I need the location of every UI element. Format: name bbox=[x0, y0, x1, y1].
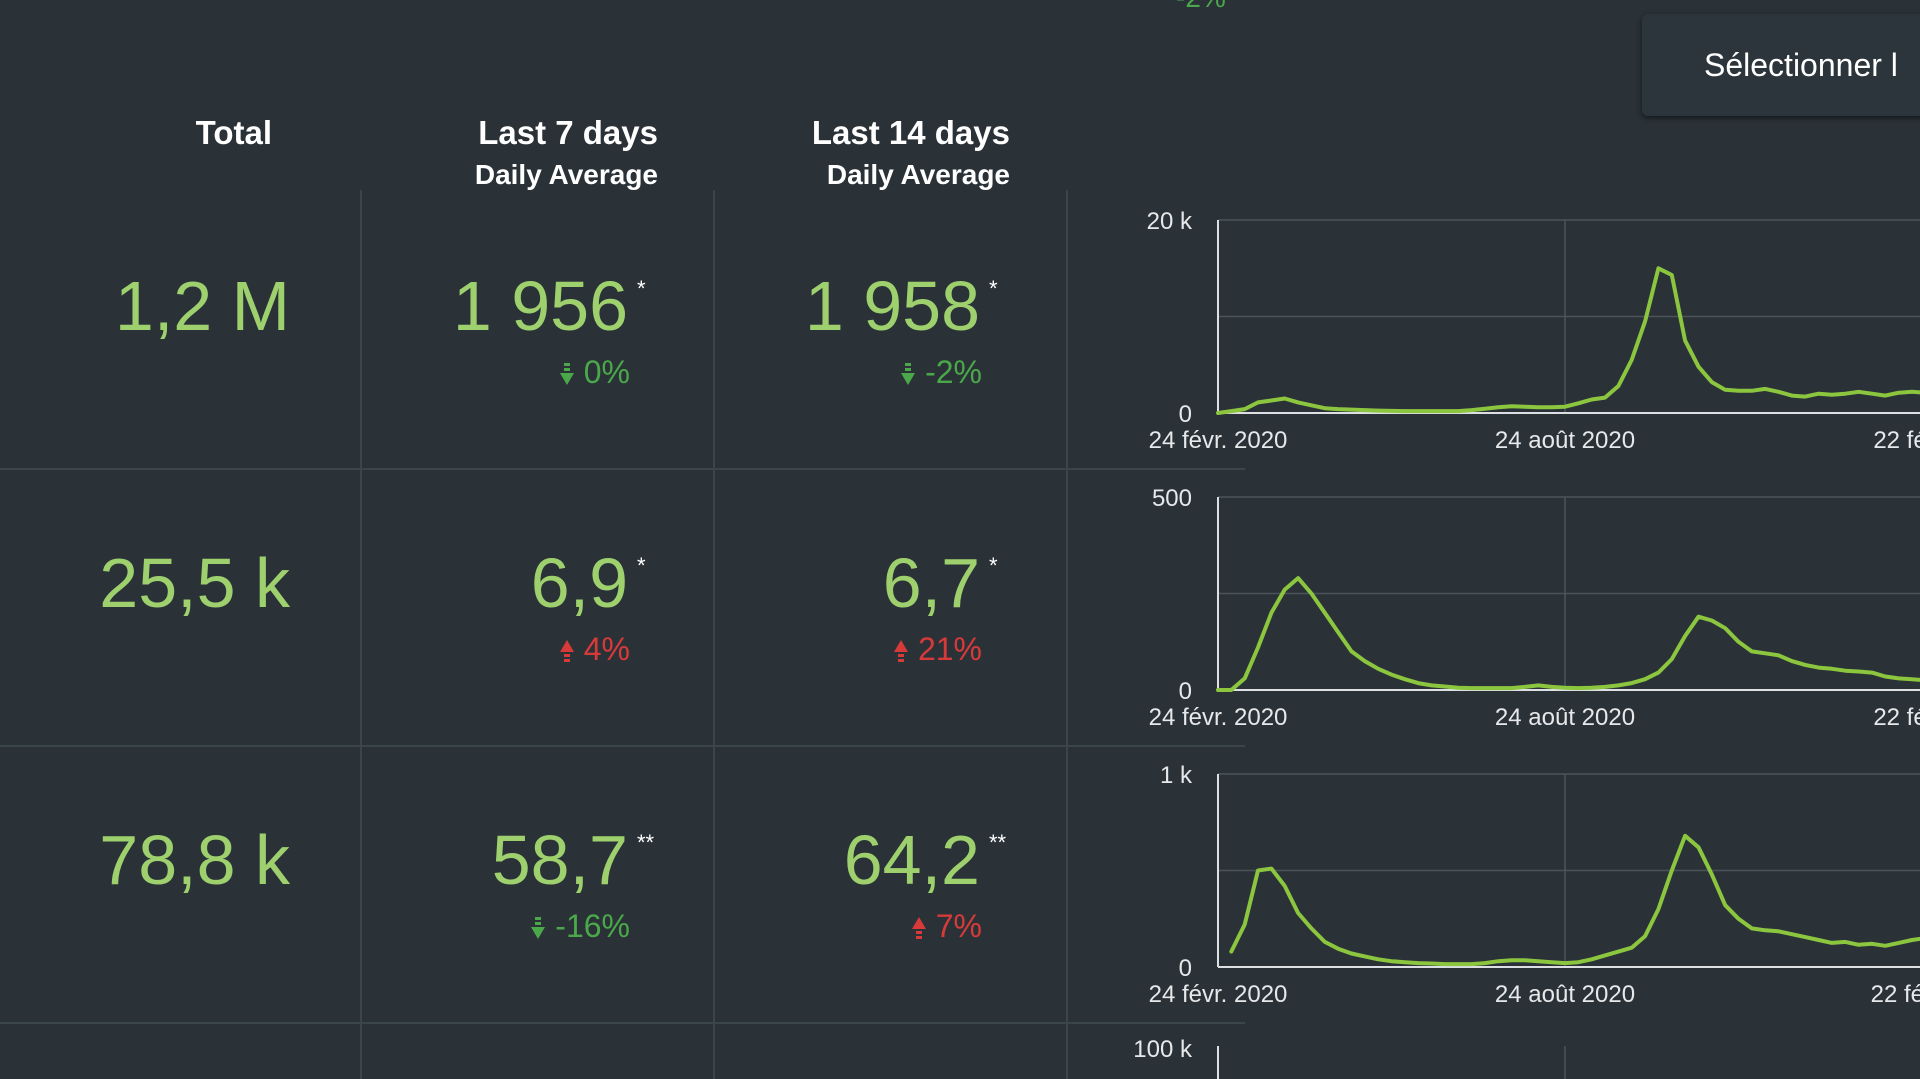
row2-avg7-value: 6,9 bbox=[530, 544, 628, 622]
row2-avg14-delta-text: 21% bbox=[917, 631, 982, 667]
sparkline-chart-3: 0 1 k 24 févr. 2020 24 août 2020 22 févr. bbox=[1149, 762, 1920, 1008]
column-divider bbox=[1066, 190, 1068, 1079]
row1-avg7-value: 1 956 bbox=[452, 267, 628, 345]
row2-total-value: 25,5 k bbox=[99, 544, 290, 622]
row1-avg14-delta-text: -2% bbox=[925, 354, 982, 390]
row2-avg14-footnote: * bbox=[989, 553, 998, 578]
header-last7: Last 7 days bbox=[478, 114, 658, 151]
row1-avg7-delta-text: 0% bbox=[583, 354, 630, 390]
x-tick-label: 24 août 2020 bbox=[1495, 704, 1635, 731]
row1-avg14-delta: -2% bbox=[901, 354, 982, 390]
x-tick-label: 22 févr. bbox=[1871, 981, 1920, 1008]
y-tick-label: 1 k bbox=[1160, 762, 1193, 789]
row-divider bbox=[0, 1022, 1245, 1024]
header-last7-sub: Daily Average bbox=[474, 159, 658, 190]
sparkline-chart-1: 0 20 k 24 févr. 2020 24 août 2020 22 févr bbox=[1147, 208, 1920, 454]
header-last14: Last 14 days bbox=[811, 114, 1010, 151]
sparkline-chart-4-partial: 100 k bbox=[1133, 1036, 1566, 1079]
x-tick-label: 22 févr bbox=[1873, 704, 1920, 731]
row2-avg7-footnote: * bbox=[637, 553, 646, 578]
arrow-down-icon bbox=[901, 362, 916, 385]
row3-avg14-footnote: ** bbox=[989, 830, 1007, 855]
x-tick-label: 24 août 2020 bbox=[1495, 427, 1635, 454]
top-partial-delta-text: -2% bbox=[1176, 0, 1226, 13]
arrow-up-icon bbox=[893, 639, 908, 662]
row3-avg7-delta-text: -16% bbox=[555, 908, 630, 944]
sparkline-chart-2: 0 500 24 févr. 2020 24 août 2020 22 févr bbox=[1149, 485, 1920, 731]
arrow-up-icon bbox=[559, 639, 574, 662]
y-tick-label: 500 bbox=[1152, 485, 1192, 512]
row3-total-value: 78,8 k bbox=[99, 821, 290, 899]
row2-avg7-delta-text: 4% bbox=[583, 631, 630, 667]
y-tick-label: 0 bbox=[1179, 678, 1192, 705]
header-last14-sub: Daily Average bbox=[826, 159, 1010, 190]
y-tick-label: 0 bbox=[1179, 955, 1192, 982]
column-divider bbox=[360, 190, 362, 1079]
header-total: Total bbox=[195, 114, 272, 151]
row3-avg7-value: 58,7 bbox=[491, 821, 628, 899]
top-partial-delta: -2% bbox=[1162, 0, 1226, 14]
row1-total-value: 1,2 M bbox=[114, 267, 290, 345]
row-divider bbox=[0, 468, 1245, 470]
column-divider bbox=[713, 190, 715, 1079]
select-period-button[interactable]: Sélectionner l bbox=[1642, 14, 1920, 116]
row2-avg7-delta: 4% bbox=[559, 631, 630, 667]
series-line bbox=[1216, 576, 1920, 692]
x-tick-label: 24 févr. 2020 bbox=[1149, 704, 1288, 731]
row1-avg7-delta: 0% bbox=[559, 354, 630, 390]
arrow-down-icon bbox=[559, 362, 574, 385]
row3-avg7-delta: -16% bbox=[531, 908, 630, 944]
y-tick-label: 20 k bbox=[1147, 208, 1193, 235]
arrow-down-icon bbox=[531, 916, 546, 939]
row3-avg14-value: 64,2 bbox=[843, 821, 980, 899]
arrow-up-icon bbox=[911, 916, 926, 939]
row1-avg7-footnote: * bbox=[637, 276, 646, 301]
y-tick-label: 0 bbox=[1179, 401, 1192, 428]
row2-avg14-delta: 21% bbox=[893, 631, 982, 667]
row3-avg7-footnote: ** bbox=[637, 830, 655, 855]
x-tick-label: 24 août 2020 bbox=[1495, 981, 1635, 1008]
x-tick-label: 22 févr bbox=[1873, 427, 1920, 454]
row3-avg14-delta-text: 7% bbox=[935, 908, 982, 944]
row-divider bbox=[0, 745, 1245, 747]
row1-avg14-value: 1 958 bbox=[804, 267, 980, 345]
series-line bbox=[1216, 266, 1920, 415]
x-tick-label: 24 févr. 2020 bbox=[1149, 427, 1288, 454]
y-tick-label: 100 k bbox=[1133, 1036, 1193, 1063]
row3-avg14-delta: 7% bbox=[911, 908, 982, 944]
series-line bbox=[1229, 833, 1920, 967]
row2-avg14-value: 6,7 bbox=[882, 544, 980, 622]
select-period-label: Sélectionner l bbox=[1704, 47, 1898, 83]
row1-avg14-footnote: * bbox=[989, 276, 998, 301]
x-tick-label: 24 févr. 2020 bbox=[1149, 981, 1288, 1008]
